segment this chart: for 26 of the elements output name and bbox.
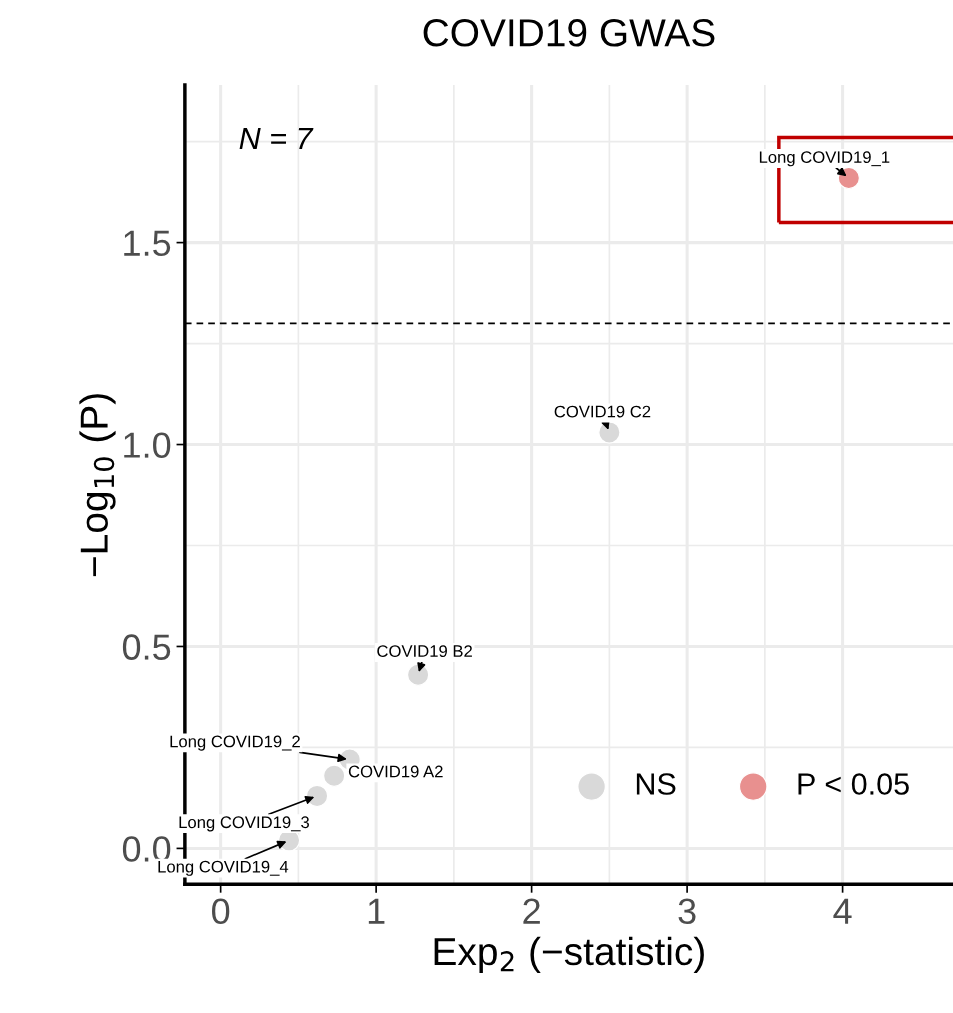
y-tick-label: 0.5 xyxy=(122,634,171,660)
x-tick-label: 3 xyxy=(678,898,696,925)
legend-label: NS xyxy=(636,773,676,795)
y-tick-label: 1.0 xyxy=(124,432,171,458)
annotation: Long COVID19_3 xyxy=(179,816,309,832)
annotation: N = 7 xyxy=(239,127,314,149)
point xyxy=(598,421,621,444)
x-axis-title: Exp$_{2}$ (−statistic) xyxy=(434,936,704,974)
annotation: COVID19 A2 xyxy=(348,765,443,778)
point xyxy=(837,166,860,190)
y-tick-label: 1.5 xyxy=(124,230,171,257)
point xyxy=(407,663,430,686)
x-tick-label: 4 xyxy=(833,898,852,924)
annotation: COVID19 B2 xyxy=(377,645,472,657)
legend-label: P < 0.05 xyxy=(798,773,909,795)
chart-title: COVID19 GWAS xyxy=(423,19,715,47)
x-tick-label: 1 xyxy=(368,898,385,924)
annotation: COVID19 C2 xyxy=(554,405,651,418)
x-tick-label: 2 xyxy=(523,898,540,924)
annotation: Long COVID19_1 xyxy=(759,151,890,167)
x-tick-label: 0 xyxy=(212,898,230,925)
y-axis-title: −Log$_{10}$ (P) xyxy=(79,394,116,577)
point xyxy=(323,764,346,787)
point xyxy=(305,784,329,807)
annotation: Long COVID19_2 xyxy=(170,735,300,751)
annotation: Long COVID19_4 xyxy=(158,860,289,876)
